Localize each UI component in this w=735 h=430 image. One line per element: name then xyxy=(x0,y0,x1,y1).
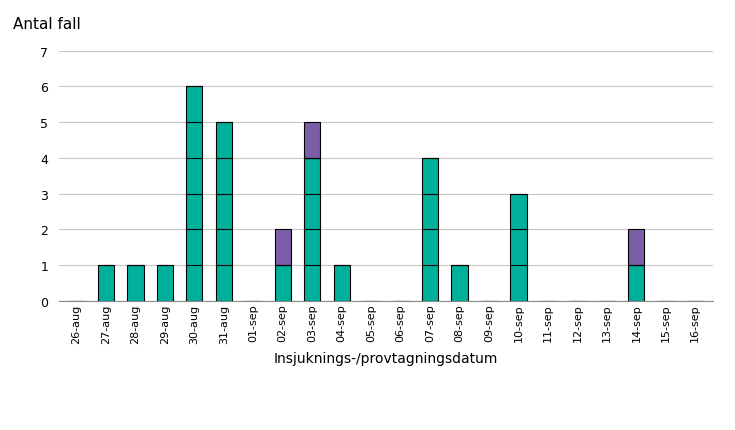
Bar xyxy=(510,194,526,301)
Bar xyxy=(334,265,350,301)
Bar xyxy=(275,230,291,265)
Text: Antal fall: Antal fall xyxy=(13,17,81,32)
Bar xyxy=(628,265,645,301)
Bar xyxy=(127,265,143,301)
Bar xyxy=(422,159,438,301)
Bar xyxy=(186,87,202,301)
Bar xyxy=(275,265,291,301)
Bar xyxy=(98,265,114,301)
Bar xyxy=(215,123,232,301)
X-axis label: Insjuknings-/provtagningsdatum: Insjuknings-/provtagningsdatum xyxy=(273,351,498,366)
Bar xyxy=(451,265,467,301)
Bar xyxy=(304,123,320,159)
Bar xyxy=(157,265,173,301)
Bar xyxy=(304,159,320,301)
Bar xyxy=(628,230,645,265)
